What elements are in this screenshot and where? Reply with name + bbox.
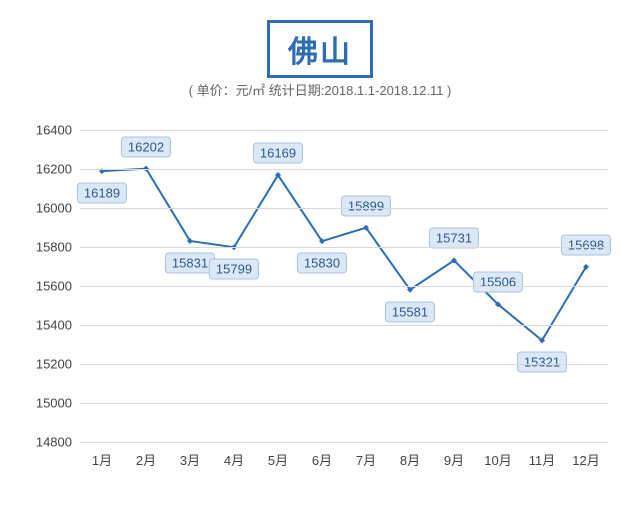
y-tick-label: 14800 [36,435,72,450]
gridline [80,130,608,131]
x-tick-label: 9月 [444,450,464,469]
x-tick-label: 7月 [356,450,376,469]
data-label: 15799 [209,259,259,280]
y-tick-label: 16400 [36,123,72,138]
y-tick-label: 16200 [36,162,72,177]
data-label: 15581 [385,301,435,322]
subtitle: ( 单价：元/㎡ 统计日期:2018.1.1-2018.12.11 ) [189,80,452,99]
gridline [80,364,608,365]
y-tick-label: 15200 [36,357,72,372]
x-tick-label: 10月 [484,450,511,469]
line-chart: 16189 16202 1583115799 16169 15830 15899 15581… [20,130,620,490]
y-tick-label: 15600 [36,279,72,294]
page-title: 佛山 [288,36,352,69]
gridline [80,169,608,170]
data-label: 16169 [253,143,303,164]
y-tick-label: 15800 [36,240,72,255]
data-label: 16202 [121,136,171,157]
gridline [80,403,608,404]
x-tick-label: 1月 [92,450,112,469]
gridline [80,325,608,326]
data-label: 15831 [165,252,215,273]
gridline [80,208,608,209]
gridline [80,247,608,248]
x-tick-label: 12月 [572,450,599,469]
x-tick-label: 11月 [529,450,556,469]
title-box: 佛山 [267,20,373,78]
x-tick-label: 4月 [224,450,244,469]
data-label: 15698 [561,234,611,255]
x-tick-label: 6月 [312,450,332,469]
y-tick-label: 15400 [36,318,72,333]
data-label: 15830 [297,253,347,274]
data-label: 15321 [517,352,567,373]
gridline [80,286,608,287]
y-tick-label: 15000 [36,396,72,411]
x-tick-label: 5月 [268,450,288,469]
x-tick-label: 3月 [180,450,200,469]
x-tick-label: 8月 [400,450,420,469]
data-label: 15899 [341,195,391,216]
y-tick-label: 16000 [36,201,72,216]
data-label: 16189 [77,183,127,204]
data-label: 15731 [429,228,479,249]
data-label: 15506 [473,272,523,293]
gridline [80,442,608,443]
x-tick-label: 2月 [136,450,156,469]
